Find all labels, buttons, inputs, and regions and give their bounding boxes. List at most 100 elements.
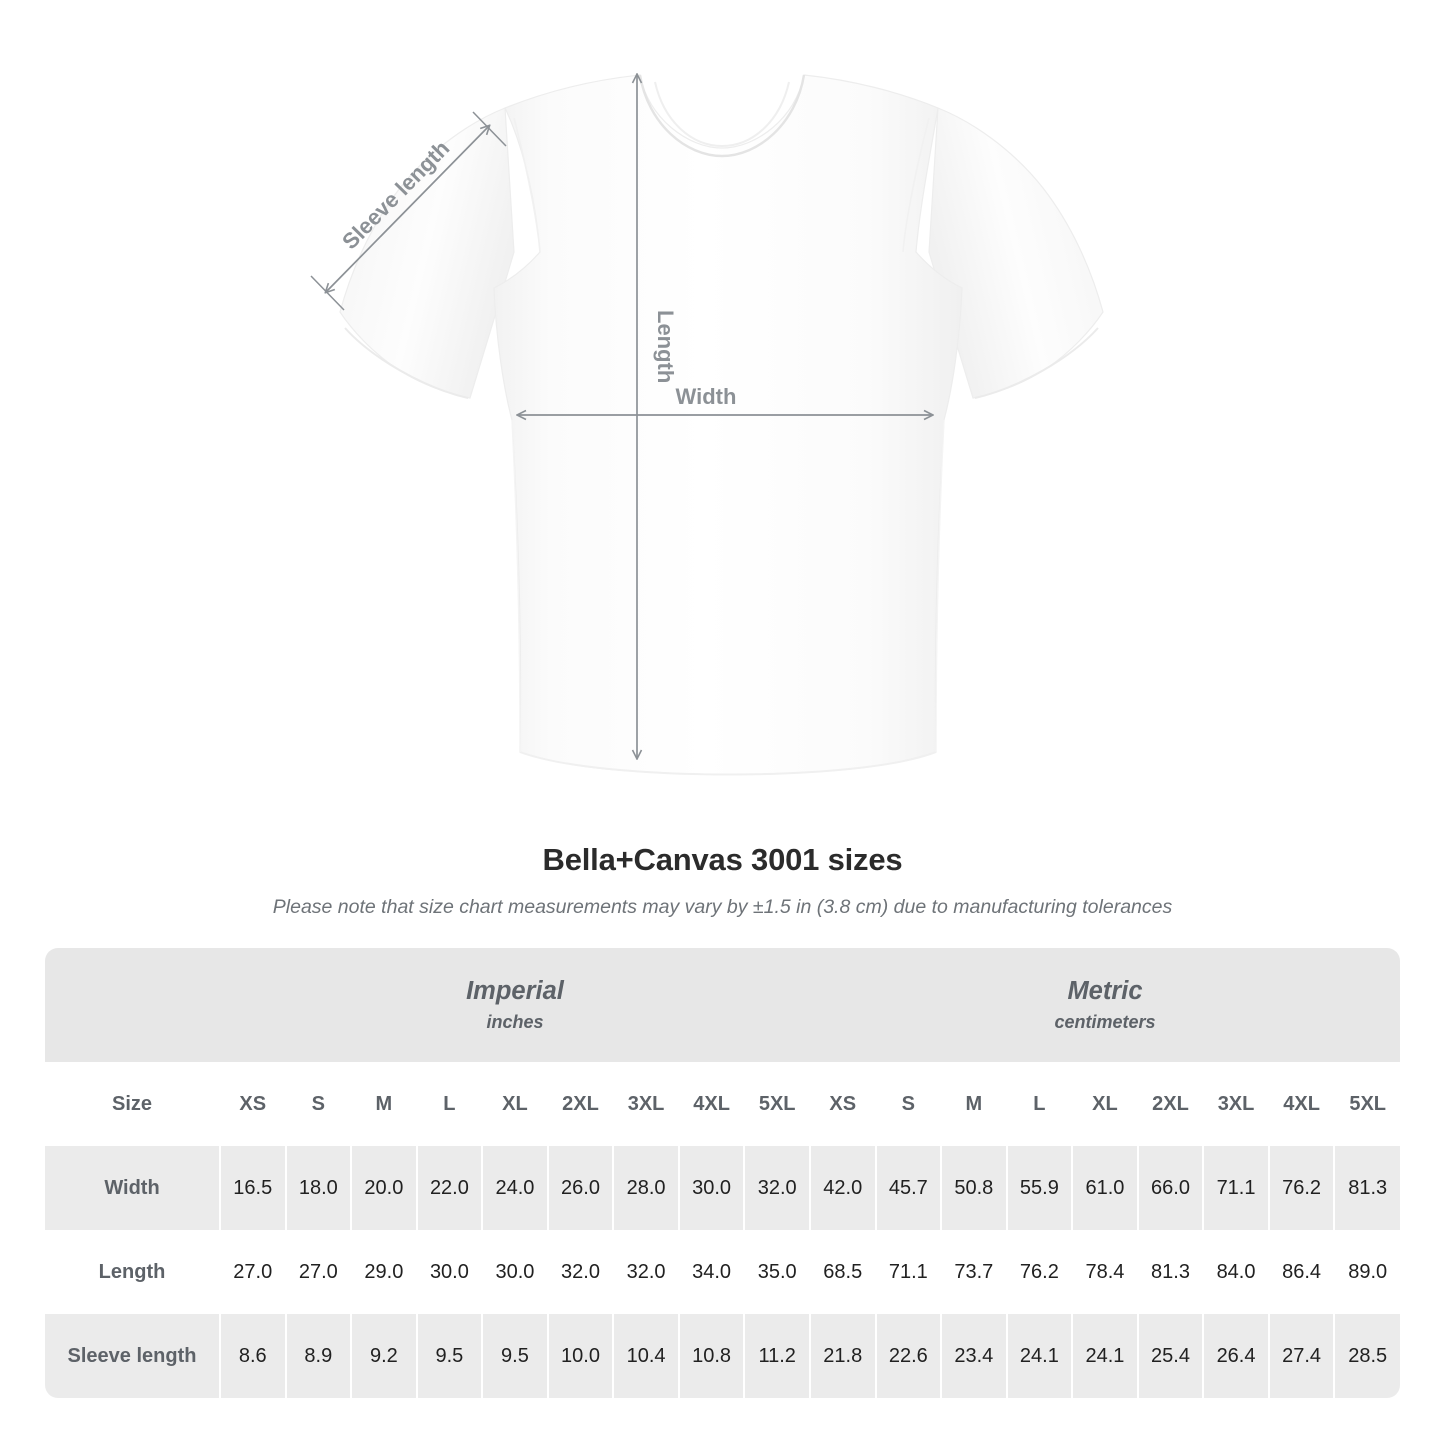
size-chart-heading: Bella+Canvas 3001 sizes Please note that… bbox=[0, 840, 1445, 920]
measurement-value: 42.0 bbox=[808, 1146, 877, 1230]
measurement-value: 68.5 bbox=[808, 1230, 877, 1314]
measurement-row-label: Length bbox=[45, 1230, 220, 1314]
sleeve-length-arrow bbox=[326, 126, 489, 292]
left-side-seam bbox=[511, 419, 521, 753]
measurement-value: 30.0 bbox=[415, 1230, 484, 1314]
tolerance-note: Please note that size chart measurements… bbox=[272, 896, 1173, 918]
measurement-value: 89.0 bbox=[1333, 1230, 1400, 1314]
measurement-value: 81.3 bbox=[1136, 1230, 1205, 1314]
measurement-value: 25.4 bbox=[1136, 1314, 1205, 1398]
measurement-value: 26.0 bbox=[546, 1146, 615, 1230]
measurement-value: 35.0 bbox=[743, 1230, 811, 1314]
unit-system-header-row: Imperial inches Metric centimeters bbox=[45, 948, 1400, 1062]
sleeve-tick-bottom bbox=[310, 275, 345, 311]
measurement-value: 18.0 bbox=[284, 1146, 353, 1230]
measurement-value: 8.6 bbox=[219, 1314, 287, 1398]
size-column-header: 3XL bbox=[612, 1062, 680, 1146]
size-column-header: L bbox=[415, 1062, 484, 1146]
measurement-value: 45.7 bbox=[874, 1146, 943, 1230]
size-column-header: XL bbox=[481, 1062, 549, 1146]
measurement-value: 78.4 bbox=[1071, 1230, 1139, 1314]
measurement-value: 66.0 bbox=[1136, 1146, 1205, 1230]
measurement-value: 9.5 bbox=[415, 1314, 484, 1398]
page-title: Bella+Canvas 3001 sizes bbox=[542, 842, 903, 877]
unit-group-metric: Metric centimeters bbox=[809, 948, 1400, 1062]
left-shoulder-seam bbox=[513, 117, 541, 253]
measurement-value: 11.2 bbox=[743, 1314, 811, 1398]
tshirt-body bbox=[493, 74, 963, 775]
hem-line bbox=[519, 751, 937, 776]
size-column-header: M bbox=[350, 1062, 418, 1146]
measurement-value: 24.1 bbox=[1071, 1314, 1139, 1398]
tshirt-measurement-diagram: Length Width Sleeve length bbox=[310, 0, 1104, 776]
size-column-header: XS bbox=[219, 1062, 287, 1146]
size-column-header: S bbox=[284, 1062, 353, 1146]
collar-outer bbox=[638, 74, 806, 158]
measurement-value: 29.0 bbox=[350, 1230, 418, 1314]
unit-group-imperial-name: Imperial bbox=[466, 977, 564, 1005]
right-shoulder-seam bbox=[902, 117, 930, 253]
measurement-value: 27.0 bbox=[219, 1230, 287, 1314]
table-row: Width 16.5 18.0 20.0 22.0 24.0 26.0 28.0 30.0 32.… bbox=[45, 1146, 1400, 1230]
size-column-header: L bbox=[1005, 1062, 1074, 1146]
unit-group-imperial-unit: inches bbox=[486, 1012, 544, 1032]
measurement-value: 28.0 bbox=[612, 1146, 680, 1230]
size-column-header: XS bbox=[808, 1062, 877, 1146]
measurement-value: 76.2 bbox=[1005, 1230, 1074, 1314]
size-chart-table-container: Imperial inches Metric centimeters Size X… bbox=[45, 948, 1400, 1398]
measurement-value: 9.5 bbox=[481, 1314, 549, 1398]
size-column-header: 3XL bbox=[1202, 1062, 1270, 1146]
measurement-value: 30.0 bbox=[481, 1230, 549, 1314]
measurement-value: 10.4 bbox=[612, 1314, 680, 1398]
unit-group-metric-name: Metric bbox=[1067, 977, 1143, 1005]
collar-inner bbox=[654, 81, 790, 148]
unit-band-spacer bbox=[45, 948, 220, 1062]
size-column-header: XL bbox=[1071, 1062, 1139, 1146]
size-column-header: 2XL bbox=[546, 1062, 615, 1146]
measurement-value: 34.0 bbox=[677, 1230, 746, 1314]
measurement-row-label: Width bbox=[45, 1146, 220, 1230]
measurement-value: 27.4 bbox=[1267, 1314, 1336, 1398]
width-label: Width bbox=[676, 384, 737, 409]
measurement-value: 81.3 bbox=[1333, 1146, 1400, 1230]
measurement-row-label: Sleeve length bbox=[45, 1314, 220, 1398]
size-column-header: 4XL bbox=[1267, 1062, 1336, 1146]
measurement-value: 32.0 bbox=[612, 1230, 680, 1314]
measurement-value: 76.2 bbox=[1267, 1146, 1336, 1230]
size-column-header: 5XL bbox=[743, 1062, 811, 1146]
right-sleeve-hem bbox=[974, 327, 1099, 399]
measurement-value: 50.8 bbox=[940, 1146, 1008, 1230]
measurement-value: 22.0 bbox=[415, 1146, 484, 1230]
measurement-value: 30.0 bbox=[677, 1146, 746, 1230]
size-column-header: 2XL bbox=[1136, 1062, 1205, 1146]
measurement-value: 9.2 bbox=[350, 1314, 418, 1398]
measurement-value: 71.1 bbox=[1202, 1146, 1270, 1230]
measurement-value: 61.0 bbox=[1071, 1146, 1139, 1230]
measurement-value: 71.1 bbox=[874, 1230, 943, 1314]
measurement-value: 24.0 bbox=[481, 1146, 549, 1230]
right-sleeve bbox=[928, 107, 1104, 399]
measurement-value: 84.0 bbox=[1202, 1230, 1270, 1314]
measurement-value: 32.0 bbox=[743, 1146, 811, 1230]
table-row: Length 27.0 27.0 29.0 30.0 30.0 32.0 32.0 34.0 35… bbox=[45, 1230, 1400, 1314]
measurement-value: 20.0 bbox=[350, 1146, 418, 1230]
measurement-value: 26.4 bbox=[1202, 1314, 1270, 1398]
size-column-header: S bbox=[874, 1062, 943, 1146]
measurement-value: 10.0 bbox=[546, 1314, 615, 1398]
unit-group-imperial: Imperial inches bbox=[220, 948, 810, 1062]
tshirt-graphic bbox=[339, 74, 1104, 776]
measurement-value: 55.9 bbox=[1005, 1146, 1074, 1230]
size-column-header: 5XL bbox=[1333, 1062, 1400, 1146]
left-sleeve-hem bbox=[344, 327, 469, 399]
measurement-value: 23.4 bbox=[940, 1314, 1008, 1398]
size-column-header: 4XL bbox=[677, 1062, 746, 1146]
size-chart-table: Imperial inches Metric centimeters Size X… bbox=[45, 948, 1400, 1398]
measurement-value: 86.4 bbox=[1267, 1230, 1336, 1314]
measurement-value: 10.8 bbox=[677, 1314, 746, 1398]
right-side-seam bbox=[935, 419, 945, 753]
size-column-header: M bbox=[940, 1062, 1008, 1146]
measurement-value: 22.6 bbox=[874, 1314, 943, 1398]
measurement-value: 21.8 bbox=[808, 1314, 877, 1398]
table-row: Sleeve length 8.6 8.9 9.2 9.5 9.5 10.0 10.4 10.8… bbox=[45, 1314, 1400, 1398]
measurement-value: 24.1 bbox=[1005, 1314, 1074, 1398]
